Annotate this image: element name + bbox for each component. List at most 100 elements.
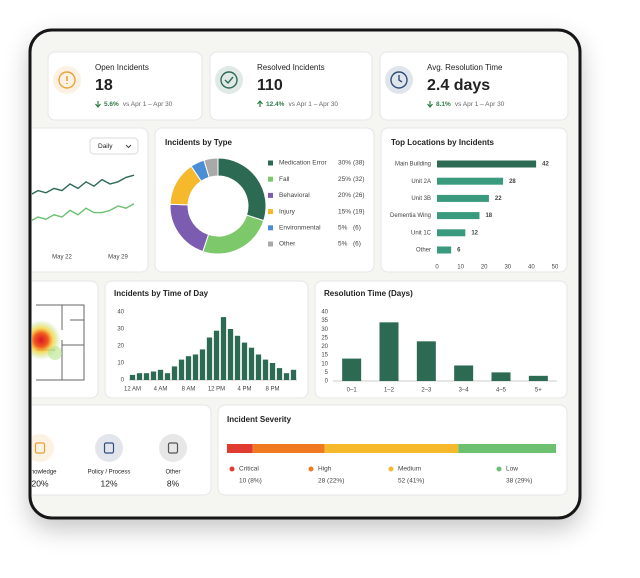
legend-percent: 30% bbox=[338, 160, 351, 167]
x-tick-label: 1–2 bbox=[384, 388, 395, 394]
legend-value: 38 (29%) bbox=[506, 478, 532, 485]
dropdown-caret[interactable] bbox=[125, 144, 132, 149]
category-icon bbox=[167, 442, 179, 454]
x-tick-label: 0–1 bbox=[347, 388, 358, 394]
x-tick-label: 12 AM bbox=[124, 387, 141, 393]
bar bbox=[437, 194, 489, 202]
time_of_day-card bbox=[104, 280, 309, 399]
category-icon-bg bbox=[159, 434, 187, 462]
category-name: Policy / Process bbox=[88, 470, 131, 476]
period-dropdown[interactable] bbox=[89, 137, 139, 155]
trend-card bbox=[32, 127, 149, 273]
dropdown-label[interactable]: Daily bbox=[98, 143, 113, 150]
card-title: Resolution Time (Days) bbox=[324, 289, 413, 298]
y-tick-label: 30 bbox=[117, 327, 124, 333]
kpi-change-row: 8.1% vs Apr 1 – Apr 30 bbox=[436, 101, 505, 108]
legend-label: Low bbox=[506, 466, 518, 473]
kpi-icon bbox=[224, 76, 234, 85]
kpi-arrow bbox=[95, 101, 101, 108]
card-title: Incidents by Time of Day bbox=[114, 289, 209, 298]
y-tick-label: 0 bbox=[325, 379, 329, 385]
severity-segment bbox=[227, 444, 253, 453]
bar bbox=[143, 373, 150, 380]
kpi-change: 8.1% bbox=[436, 101, 451, 108]
legend-count: (26) bbox=[353, 192, 365, 199]
heat-spot bbox=[48, 346, 62, 360]
kpi-period: vs Apr 1 – Apr 30 bbox=[123, 101, 173, 108]
data-label: 22 bbox=[495, 196, 502, 202]
data-label: 42 bbox=[542, 162, 549, 168]
legend-dot bbox=[496, 466, 502, 472]
floor-plan bbox=[36, 304, 85, 381]
y-tick-label: Dementia Wing bbox=[390, 213, 431, 219]
y-tick-label: 20 bbox=[117, 344, 124, 350]
category-icon bbox=[103, 442, 115, 454]
kpi-title: Resolved Incidents bbox=[257, 63, 325, 72]
kpi-icon bbox=[58, 71, 76, 89]
legend-count: (38) bbox=[353, 160, 365, 167]
category-name: / Knowledge bbox=[23, 470, 57, 476]
legend-swatch bbox=[268, 160, 273, 166]
bar bbox=[437, 212, 480, 220]
bar bbox=[213, 330, 220, 380]
legend-percent: 15% bbox=[338, 208, 351, 215]
bar bbox=[248, 347, 255, 380]
bar bbox=[234, 335, 241, 380]
kpi-change-row: 12.4% vs Apr 1 – Apr 30 bbox=[266, 101, 338, 108]
kpi-change-row: 5.6% vs Apr 1 – Apr 30 bbox=[104, 101, 173, 108]
legend-count: (19) bbox=[353, 208, 365, 215]
legend-percent: 5% bbox=[338, 225, 348, 232]
y-tick-label: 10 bbox=[117, 361, 124, 367]
y-tick-label: 40 bbox=[117, 310, 124, 316]
bar bbox=[437, 229, 466, 237]
x-tick-label: 4–5 bbox=[496, 388, 507, 394]
kpi-card bbox=[209, 51, 373, 121]
kpi-card bbox=[47, 51, 203, 121]
bar bbox=[276, 368, 283, 380]
bar bbox=[157, 369, 164, 380]
category-name: Other bbox=[165, 470, 180, 476]
legend-count: (32) bbox=[353, 176, 365, 183]
kpi-period: vs Apr 1 – Apr 30 bbox=[288, 101, 338, 108]
card-title: Top Locations by Incidents bbox=[391, 138, 495, 147]
bar bbox=[437, 160, 537, 168]
y-tick-label: Other bbox=[416, 248, 431, 254]
bar bbox=[150, 371, 157, 380]
legend-value: 52 (41%) bbox=[398, 478, 424, 485]
category-icon bbox=[34, 442, 46, 454]
legend-dot bbox=[308, 466, 314, 472]
x-tick-label: 10 bbox=[457, 265, 464, 271]
bar bbox=[491, 372, 511, 381]
legend-percent: 20% bbox=[338, 192, 351, 199]
category-percent: 8% bbox=[167, 478, 180, 488]
bar bbox=[269, 363, 276, 380]
severity-segment bbox=[252, 444, 325, 453]
y-tick-label: Unit 3B bbox=[411, 196, 431, 202]
x-tick-label: 4 PM bbox=[237, 387, 251, 393]
donut-slice bbox=[203, 157, 219, 178]
legend-count: (6) bbox=[353, 241, 361, 248]
bar bbox=[255, 354, 262, 380]
legend-swatch bbox=[268, 192, 273, 198]
kpi-icon bbox=[398, 75, 403, 83]
kpi-card bbox=[379, 51, 569, 121]
kpi-icon bbox=[220, 71, 238, 89]
y-tick-label: 35 bbox=[321, 318, 328, 324]
y-tick-label: Unit 2A bbox=[411, 179, 431, 185]
trend-line bbox=[32, 203, 135, 223]
legend-label: Injury bbox=[279, 208, 296, 215]
x-tick-label: May 29 bbox=[108, 255, 128, 261]
legend-label: Medication Error bbox=[279, 160, 328, 167]
x-tick-label: 2–3 bbox=[421, 388, 432, 394]
category-card bbox=[32, 404, 212, 496]
legend-percent: 5% bbox=[338, 241, 348, 248]
kpi-icon-bg bbox=[215, 66, 243, 94]
kpi-icon bbox=[390, 71, 408, 89]
y-tick-label: 20 bbox=[321, 344, 328, 350]
y-tick-label: Main Building bbox=[395, 162, 431, 168]
x-tick-label: 3–4 bbox=[459, 388, 470, 394]
bar bbox=[129, 374, 136, 380]
legend-dot bbox=[229, 466, 235, 472]
data-label: 28 bbox=[509, 179, 516, 185]
x-tick-label: 20 bbox=[481, 265, 488, 271]
